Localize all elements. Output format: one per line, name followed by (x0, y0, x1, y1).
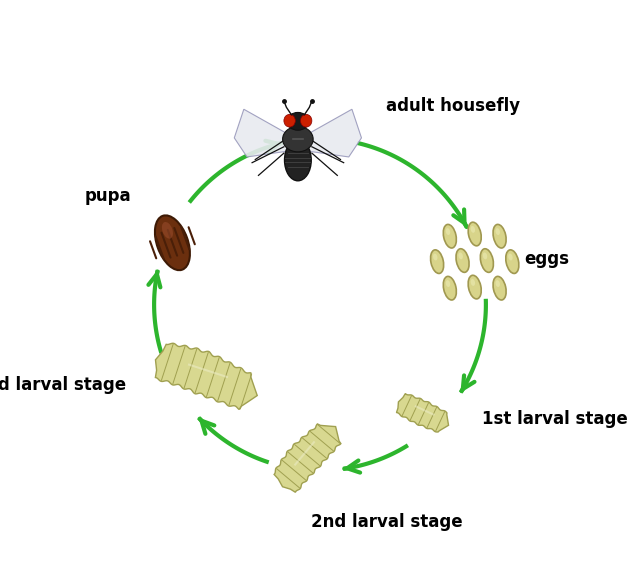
Ellipse shape (506, 250, 519, 274)
Polygon shape (274, 424, 341, 492)
Ellipse shape (287, 112, 308, 130)
Ellipse shape (480, 249, 493, 272)
Ellipse shape (468, 275, 481, 299)
Polygon shape (301, 109, 362, 157)
Text: eggs: eggs (524, 250, 570, 268)
Ellipse shape (431, 250, 444, 274)
Ellipse shape (508, 253, 513, 260)
Ellipse shape (284, 115, 295, 127)
Polygon shape (397, 393, 449, 432)
Text: 2nd larval stage: 2nd larval stage (311, 513, 463, 532)
Ellipse shape (444, 276, 456, 300)
Polygon shape (156, 343, 257, 410)
Ellipse shape (456, 249, 469, 272)
Ellipse shape (162, 222, 173, 238)
Ellipse shape (493, 225, 506, 248)
Text: 3rd larval stage: 3rd larval stage (0, 376, 127, 394)
Ellipse shape (470, 279, 475, 286)
Ellipse shape (155, 215, 190, 270)
Ellipse shape (433, 253, 438, 260)
Ellipse shape (493, 276, 506, 300)
Text: pupa: pupa (84, 187, 131, 205)
Ellipse shape (285, 139, 311, 181)
Ellipse shape (283, 126, 313, 152)
Ellipse shape (470, 226, 475, 233)
Polygon shape (234, 109, 294, 157)
Ellipse shape (483, 252, 487, 259)
Text: 1st larval stage: 1st larval stage (481, 410, 627, 428)
Text: adult housefly: adult housefly (387, 97, 520, 115)
Ellipse shape (445, 280, 450, 287)
Ellipse shape (495, 280, 500, 287)
Ellipse shape (495, 228, 500, 235)
Ellipse shape (468, 222, 481, 246)
Ellipse shape (445, 228, 450, 235)
Ellipse shape (300, 115, 312, 127)
Ellipse shape (458, 252, 463, 259)
Ellipse shape (444, 225, 456, 248)
